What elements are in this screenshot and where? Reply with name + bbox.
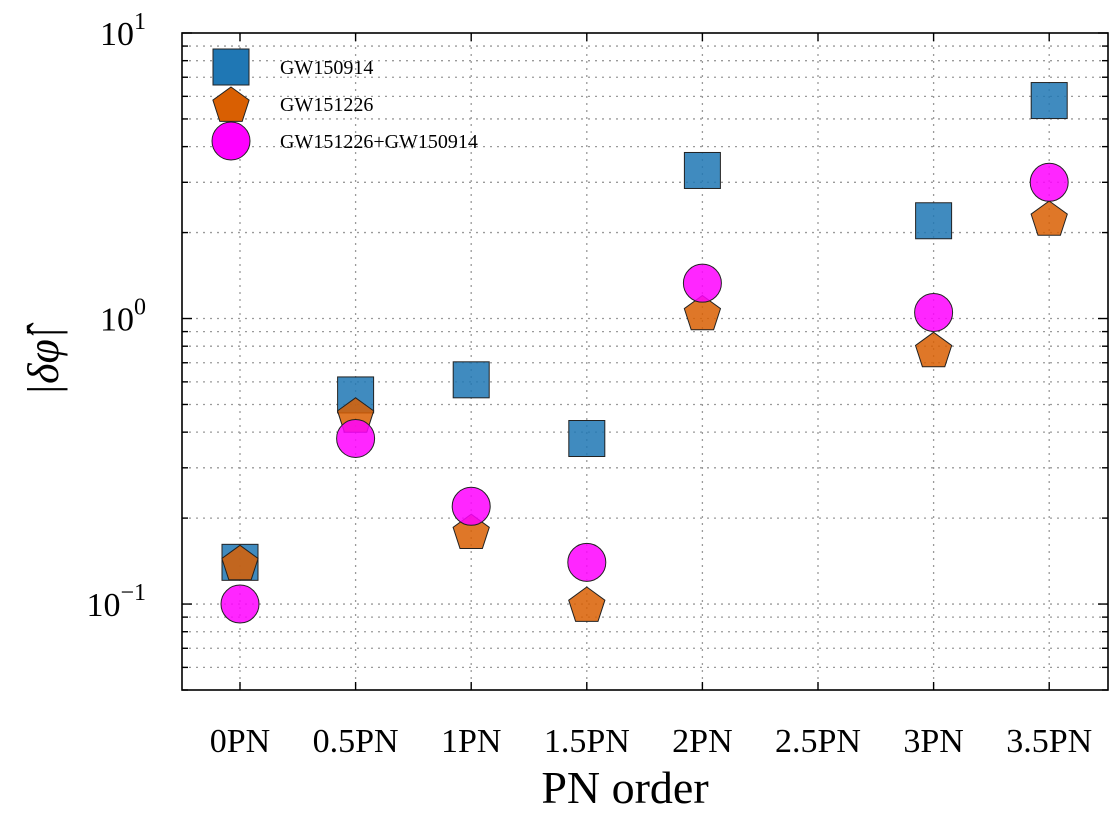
x-tick-label: 2.5PN (775, 723, 861, 760)
axis-ticks: 0PN 0.5PN 1PN 1.5PN 2PN 2.5PN 3PN 3.5PN 10−1 100 1… (86, 9, 1108, 760)
x-tick-label: 3PN (903, 723, 963, 760)
legend: GW150914 GW151226 GW151226+GW150914 (211, 48, 478, 161)
plot-frame (181, 32, 1109, 691)
square-point (452, 361, 490, 399)
y-axis-label: |δφ̂| (19, 322, 68, 396)
circle-point (682, 263, 722, 303)
x-axis-label: PN order (541, 762, 708, 813)
legend-label: GW151226 (280, 94, 373, 116)
x-tick-label: 1PN (441, 723, 501, 760)
y-tick-label: 101 (100, 9, 146, 53)
legend-label: GW150914 (280, 57, 373, 79)
circle-point (220, 584, 260, 624)
data-points (220, 82, 1069, 624)
pentagon-point (683, 294, 722, 331)
x-tick-label: 3.5PN (1006, 723, 1092, 760)
legend-circle-marker (211, 121, 251, 161)
circle-point (451, 486, 491, 526)
x-tick-label: 0PN (210, 723, 270, 760)
circle-point (1029, 162, 1069, 202)
pentagon-point (1030, 200, 1068, 236)
x-tick-label: 2PN (672, 723, 732, 760)
circle-point (336, 419, 376, 459)
pentagon-point (914, 331, 953, 368)
x-tick-label: 1.5PN (544, 723, 630, 760)
legend-pentagon-marker (212, 86, 250, 122)
square-point (915, 202, 953, 240)
square-point (1030, 82, 1068, 120)
legend-label: GW151226+GW150914 (280, 131, 478, 153)
grid (182, 33, 1108, 690)
pentagon-point (568, 586, 606, 622)
y-tick-label: 10−1 (86, 580, 146, 624)
square-point (683, 151, 721, 189)
square-point (568, 420, 606, 458)
circle-point (914, 292, 954, 332)
circle-point (567, 542, 607, 582)
y-tick-label: 100 (100, 295, 146, 339)
pentagon-point (221, 544, 259, 581)
legend-square-marker (212, 48, 250, 86)
x-tick-label: 0.5PN (313, 723, 399, 760)
